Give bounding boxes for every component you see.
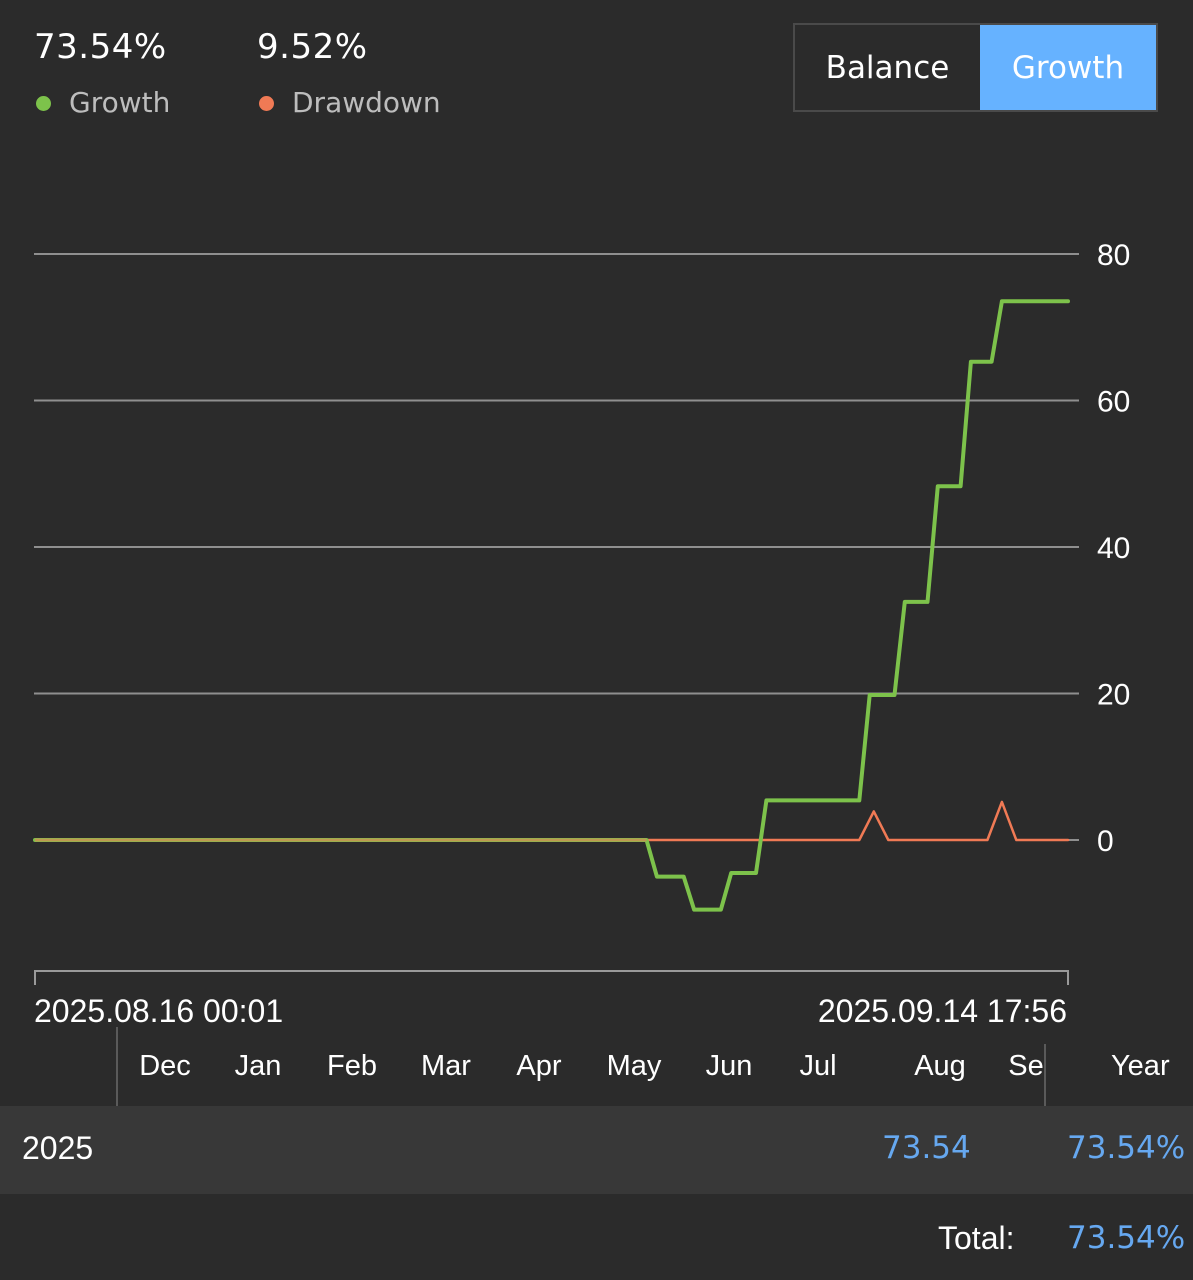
y-tick-label-0: 0 [1097, 825, 1114, 858]
month-jan: Jan [234, 1050, 282, 1082]
growth-label: Growth [69, 86, 171, 119]
drawdown-dot-icon [259, 95, 274, 111]
chart-mode-toggle: Balance Growth [793, 23, 1158, 112]
drawdown-stat: 9.52% Drawdown [257, 27, 441, 121]
total-label: Total: [938, 1220, 1015, 1256]
chart-series [33, 299, 1070, 912]
y-axis-ticks: 0 20 40 60 80 [1097, 239, 1130, 858]
drawdown-series-line [33, 800, 1070, 842]
growth-chart: 0 20 40 60 80 2025.08.16 00:01 2025.09.14 17… [33, 239, 1130, 1029]
month-dec: Dec [139, 1050, 191, 1082]
month-apr: Apr [516, 1050, 562, 1082]
total-value: 73.54% [1067, 1220, 1186, 1256]
growth-button[interactable]: Growth [980, 25, 1156, 110]
growth-legend: Growth [34, 85, 170, 121]
x-start-label: 2025.08.16 00:01 [34, 993, 283, 1029]
y-tick-label-60: 60 [1097, 386, 1130, 419]
month-sep: Se [1008, 1050, 1044, 1082]
row-aug-value: 73.54 [882, 1130, 971, 1166]
month-jun: Jun [705, 1050, 753, 1082]
balance-button[interactable]: Balance [795, 25, 980, 110]
chart-grid [34, 253, 1079, 841]
growth-stat: 73.54% Growth [34, 27, 170, 121]
month-jul: Jul [799, 1050, 837, 1082]
drawdown-label: Drawdown [292, 86, 441, 119]
row-year: 2025 [22, 1130, 94, 1166]
month-feb: Feb [327, 1050, 377, 1082]
y-tick-label-80: 80 [1097, 239, 1130, 272]
year-header: Year [1111, 1050, 1170, 1082]
growth-dot-icon [36, 95, 51, 111]
growth-series-line [33, 299, 1070, 912]
growth-value: 73.54% [34, 27, 167, 67]
month-aug: Aug [914, 1050, 966, 1082]
month-may: May [606, 1050, 662, 1082]
table-row: 2025 73.54 73.54% [0, 1106, 1193, 1194]
month-mar: Mar [421, 1050, 471, 1082]
drawdown-value: 9.52% [257, 27, 368, 67]
y-tick-label-20: 20 [1097, 679, 1130, 712]
row-year-total: 73.54% [1067, 1130, 1186, 1166]
drawdown-legend: Drawdown [257, 85, 441, 121]
y-tick-label-40: 40 [1097, 532, 1130, 565]
x-end-label: 2025.09.14 17:56 [818, 993, 1067, 1029]
table-header: Dec Jan Feb Mar Apr May Jun Jul Aug Se Y… [0, 1030, 1193, 1106]
